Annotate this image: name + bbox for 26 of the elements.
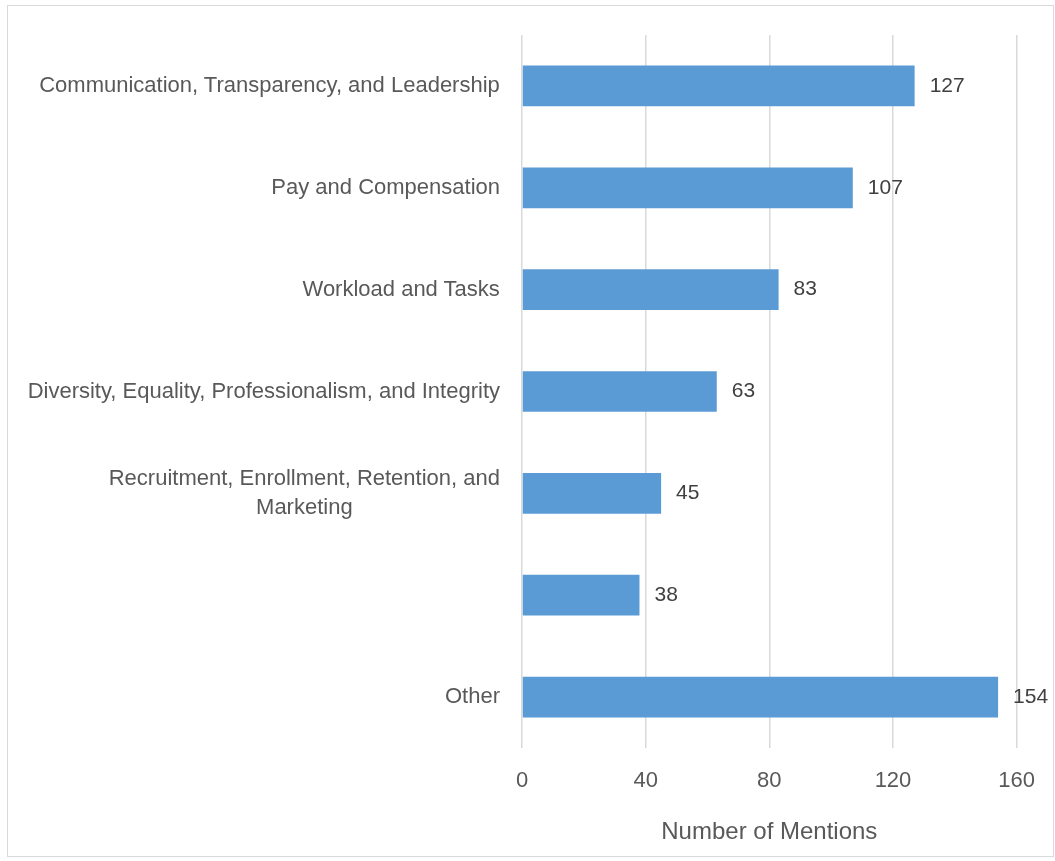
bar xyxy=(522,371,717,412)
data-label: 63 xyxy=(731,378,756,402)
y-tick-label: Pay and Compensation xyxy=(271,173,500,199)
y-tick-label: Diversity, Equality, Professionalism, and Integrity xyxy=(27,377,500,403)
bar xyxy=(522,167,853,209)
y-tick-label: Other xyxy=(444,683,500,709)
data-label: 83 xyxy=(793,276,817,300)
y-tick-label: Recruitment, Enrollment, Retention, and Marketing xyxy=(108,464,500,519)
bar xyxy=(522,65,915,107)
y-tick-label: Communication, Transparency, and Leadership xyxy=(39,71,500,97)
y-tick-label: Workload and Tasks xyxy=(302,275,500,301)
x-tick-label: 160 xyxy=(998,767,1036,793)
bar xyxy=(522,472,662,514)
data-label: 107 xyxy=(867,174,903,198)
bar xyxy=(522,269,779,311)
data-label: 45 xyxy=(676,480,700,504)
x-axis-title: Number of Mentions xyxy=(661,817,878,845)
bar xyxy=(522,574,640,616)
x-tick-label: 0 xyxy=(515,767,529,793)
x-tick-label: 120 xyxy=(874,767,912,793)
data-label: 127 xyxy=(929,72,965,96)
x-tick-label: 40 xyxy=(633,767,658,793)
x-tick-label: 80 xyxy=(757,767,782,793)
data-label: 154 xyxy=(1013,683,1049,707)
data-label: 38 xyxy=(654,582,678,606)
bar xyxy=(522,676,999,718)
